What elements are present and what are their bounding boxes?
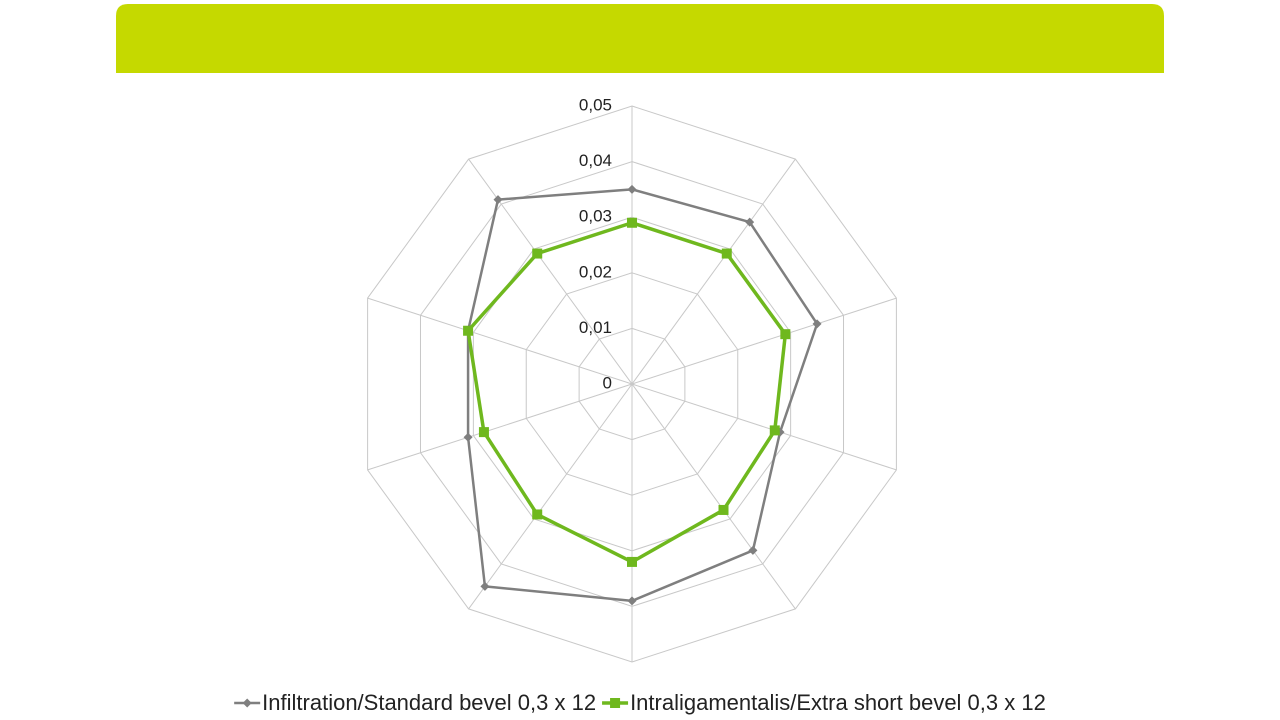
- marker: [745, 217, 755, 227]
- legend-label: Intraligamentalis/Extra short bevel 0,3 …: [630, 690, 1046, 715]
- marker: [780, 329, 791, 340]
- spoke: [468, 383, 633, 610]
- y-tick-label: 0,05: [579, 95, 612, 114]
- marker: [242, 698, 252, 708]
- y-tick-label: 0,01: [579, 318, 612, 337]
- marker: [610, 698, 621, 708]
- series-line: [466, 188, 819, 603]
- grid: 0 0,01 0,02 0,03 0,04 0,05: [367, 95, 897, 663]
- marker: [493, 195, 503, 205]
- marker: [532, 248, 543, 259]
- marker: [627, 556, 637, 567]
- grid-ring: [525, 272, 739, 496]
- marker: [532, 509, 543, 520]
- spoke: [631, 297, 897, 385]
- y-tick-label: 0: [603, 373, 612, 392]
- grid-ring: [419, 161, 845, 607]
- spoke: [367, 383, 633, 471]
- legend-item: Infiltration/Standard bevel 0,3 x 12: [234, 690, 596, 715]
- marker: [627, 184, 637, 194]
- spoke: [367, 297, 633, 385]
- spoke: [631, 158, 796, 385]
- marker: [718, 504, 729, 515]
- marker: [463, 432, 473, 442]
- marker: [480, 581, 490, 591]
- marker: [769, 425, 780, 436]
- legend-item: Intraligamentalis/Extra short bevel 0,3 …: [602, 690, 1046, 715]
- grid-ring: [367, 105, 897, 663]
- marker: [627, 217, 637, 228]
- y-tick-label: 0,04: [579, 151, 612, 170]
- marker: [748, 545, 758, 555]
- spoke: [468, 158, 633, 385]
- marker: [478, 427, 489, 438]
- marker: [812, 319, 822, 329]
- grid-ring: [578, 327, 686, 441]
- legend: Infiltration/Standard bevel 0,3 x 12 Intr…: [234, 690, 1046, 715]
- spoke: [631, 383, 897, 471]
- legend-label: Infiltration/Standard bevel 0,3 x 12: [262, 690, 596, 715]
- marker: [721, 248, 732, 259]
- plot: [463, 184, 822, 606]
- spoke: [631, 383, 796, 610]
- marker: [627, 596, 637, 606]
- y-tick-label: 0,02: [579, 262, 612, 281]
- marker: [463, 325, 474, 336]
- y-tick-label: 0,03: [579, 207, 612, 226]
- header-bar: [116, 4, 1164, 73]
